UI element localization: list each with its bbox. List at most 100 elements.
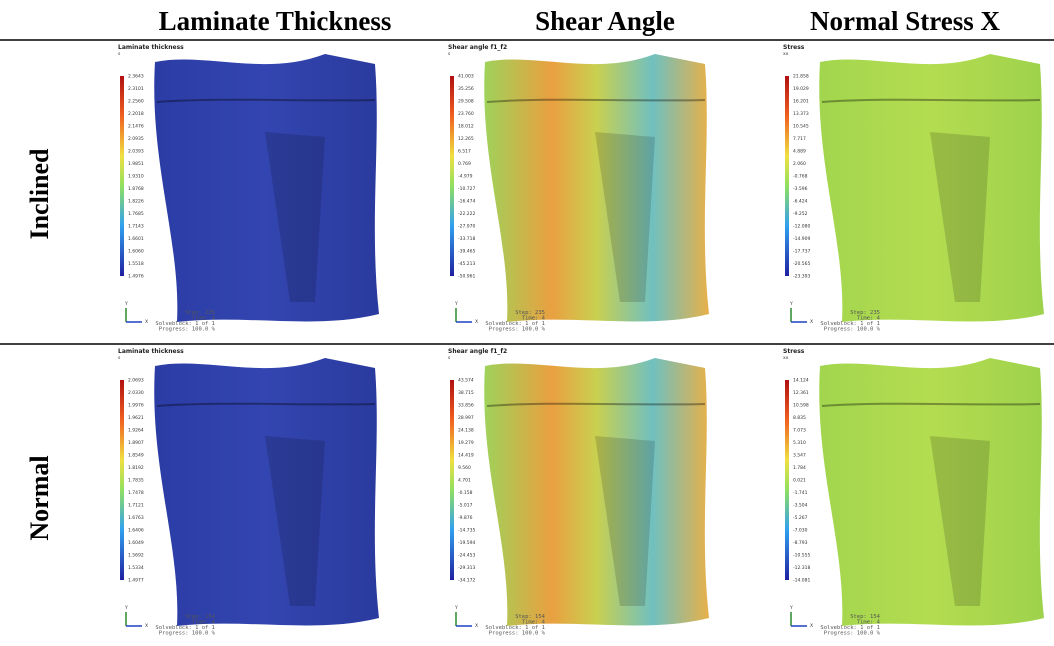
colorbar-label: 1.9621 — [128, 415, 144, 421]
row-label: Normal — [25, 455, 54, 540]
colorbar-label: 29.508 — [458, 99, 474, 105]
colorbar-label: 28.997 — [458, 415, 474, 421]
colorbar-label: -14.081 — [793, 578, 811, 584]
colorbar-label: 1.8549 — [128, 453, 144, 459]
axis-label: X — [145, 319, 148, 325]
colorbar — [120, 380, 124, 580]
row-label: Inclined — [25, 148, 54, 240]
colorbar-label: 1.9264 — [128, 428, 144, 434]
colorbar — [450, 380, 454, 580]
panel-title: Stress — [783, 348, 805, 355]
colorbar-label: 12.361 — [793, 390, 809, 396]
panel-unit: s — [448, 356, 451, 361]
colorbar-label: -1.741 — [793, 490, 808, 496]
colorbar-label: 10.598 — [793, 403, 809, 409]
colorbar-label: -50.961 — [458, 274, 476, 280]
colorbar-label: 35.256 — [458, 86, 474, 92]
colorbar-label: 1.8768 — [128, 186, 144, 192]
colorbar-label: 19.029 — [793, 86, 809, 92]
colorbar-label: -24.453 — [458, 553, 476, 559]
status-text: Progress: 100.0 % — [489, 631, 546, 637]
colorbar-label: -12.318 — [793, 565, 811, 571]
axis-label: Y — [789, 301, 793, 307]
axis-label: Y — [124, 605, 128, 611]
axis-label: Y — [454, 605, 458, 611]
colorbar-label: 23.760 — [458, 111, 474, 117]
axis-label: Y — [124, 301, 128, 307]
panel-unit: xx — [783, 52, 789, 57]
colorbar-label: -22.222 — [458, 211, 476, 217]
colorbar-label: 1.7121 — [128, 503, 144, 509]
colorbar-label: -5.017 — [458, 503, 473, 509]
colorbar-label: 24.138 — [458, 428, 474, 434]
colorbar-label: -19.594 — [458, 540, 476, 546]
status-text: Progress: 100.0 % — [489, 327, 546, 333]
colorbar-label: 21.858 — [793, 74, 809, 80]
colorbar-label: 1.7478 — [128, 490, 144, 496]
colorbar-label: 1.5692 — [128, 553, 144, 559]
colorbar-label: -9.252 — [793, 211, 808, 217]
colorbar — [785, 380, 789, 580]
colorbar-label: -14.735 — [458, 528, 476, 534]
colorbar-label: 2.0393 — [128, 149, 144, 155]
colorbar-label: -27.970 — [458, 224, 476, 230]
colorbar — [120, 76, 124, 276]
panel-title: Laminate thickness — [118, 348, 184, 355]
column-header: Normal Stress X — [810, 6, 1000, 36]
panel-title: Stress — [783, 44, 805, 51]
part-surface — [484, 54, 709, 322]
colorbar-label: 2.060 — [793, 161, 806, 167]
colorbar-label: 2.0693 — [128, 378, 144, 384]
colorbar-label: 9.560 — [458, 465, 471, 471]
colorbar-label: 1.7685 — [128, 211, 144, 217]
colorbar-label: 41.003 — [458, 74, 474, 80]
colorbar-label: 13.373 — [793, 111, 809, 117]
colorbar-label: 2.1476 — [128, 124, 144, 130]
colorbar-label: 1.8907 — [128, 440, 144, 446]
colorbar-label: -45.213 — [458, 261, 476, 267]
colorbar-label: 2.3101 — [128, 86, 144, 92]
colorbar-label: 33.856 — [458, 403, 474, 409]
colorbar-label: 38.715 — [458, 390, 474, 396]
colorbar-label: -29.313 — [458, 565, 476, 571]
simulation-panel: Stressxx14.12412.36110.5988.8357.0735.31… — [783, 348, 1044, 637]
colorbar-label: 19.279 — [458, 440, 474, 446]
colorbar-label: 0.021 — [793, 478, 806, 484]
colorbar-label: -39.465 — [458, 249, 476, 255]
colorbar — [785, 76, 789, 276]
colorbar-label: 1.8226 — [128, 199, 144, 205]
part-surface — [484, 358, 709, 626]
colorbar-label: 1.784 — [793, 465, 806, 471]
colorbar-label: 1.6601 — [128, 236, 144, 242]
colorbar-label: 1.6763 — [128, 515, 144, 521]
part-surface — [154, 54, 379, 322]
colorbar-label: 1.4977 — [128, 578, 144, 584]
colorbar-label: 1.6406 — [128, 528, 144, 534]
colorbar-label: -5.267 — [793, 515, 808, 521]
colorbar-label: 7.073 — [793, 428, 806, 434]
panel-unit: s — [118, 52, 121, 57]
colorbar-label: 2.3643 — [128, 74, 144, 80]
simulation-panel: Shear angle f1_f2s43.57438.71533.85628.9… — [448, 348, 709, 637]
colorbar-label: -34.172 — [458, 578, 476, 584]
axis-label: Y — [789, 605, 793, 611]
column-header: Shear Angle — [535, 6, 675, 36]
colorbar-label: 14.419 — [458, 453, 474, 459]
figure: Laminate ThicknessShear AngleNormal Stre… — [0, 0, 1054, 646]
panel-title: Shear angle f1_f2 — [448, 44, 507, 51]
status-text: Progress: 100.0 % — [159, 631, 216, 637]
colorbar — [450, 76, 454, 276]
colorbar-label: 1.5334 — [128, 565, 144, 571]
axis-label: X — [475, 623, 478, 629]
colorbar-label: 1.5518 — [128, 261, 144, 267]
colorbar-label: -4.979 — [458, 174, 473, 180]
colorbar-label: 1.9851 — [128, 161, 144, 167]
simulation-panel: Laminate thicknesss2.36432.31012.25602.2… — [118, 44, 379, 333]
panel-unit: xx — [783, 356, 789, 361]
colorbar-label: 1.7835 — [128, 478, 144, 484]
colorbar-label: 1.7143 — [128, 224, 144, 230]
simulation-panel: Laminate thicknesss2.06932.03301.99761.9… — [118, 348, 379, 637]
axis-label: X — [810, 319, 813, 325]
colorbar-label: 7.717 — [793, 136, 806, 142]
colorbar-label: 3.547 — [793, 453, 806, 459]
